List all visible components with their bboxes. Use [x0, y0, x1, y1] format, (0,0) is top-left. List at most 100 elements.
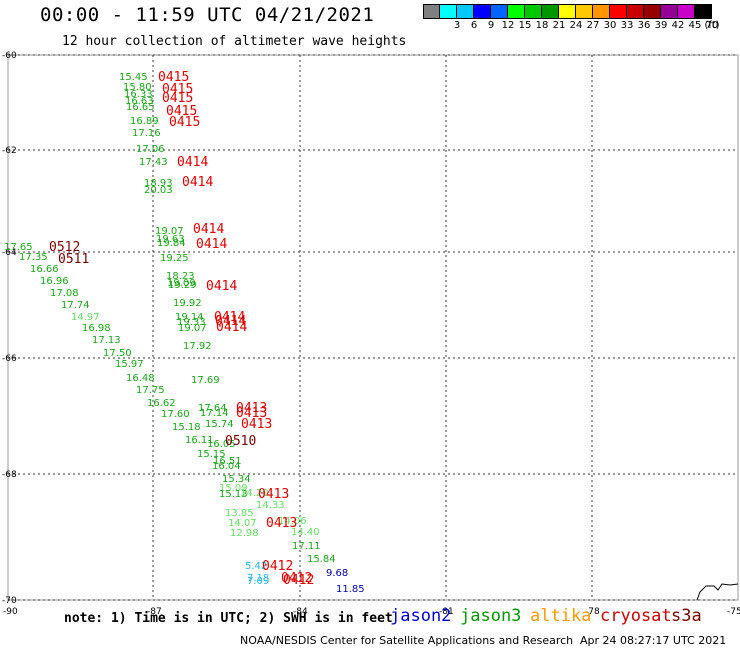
wave-height-label: 7.09	[247, 576, 269, 587]
map-frame	[7, 54, 739, 601]
legend-unit: (ft)	[704, 20, 720, 31]
wave-height-label: 16.66	[30, 264, 59, 275]
legend-value-label: 9	[487, 20, 495, 31]
wave-height-label: 17.50	[103, 348, 132, 359]
legend-swatch	[695, 4, 712, 19]
legend-swatch	[457, 4, 474, 19]
overpass-time-label: 0412	[262, 559, 293, 574]
legend-swatch	[542, 4, 559, 19]
overpass-time-label: 0414	[196, 237, 227, 252]
map-title: 00:00 - 11:59 UTC 04/21/2021	[40, 4, 375, 26]
overpass-time-label: 0415	[166, 104, 197, 119]
legend-swatch	[440, 4, 457, 19]
wave-height-label: 17.92	[183, 341, 212, 352]
color-scale-labels: 3 6 9 12 15 18 21 24 27 30 33 36 39 42 45 70 (ft)	[423, 20, 740, 34]
wave-height-label: 17.11	[292, 541, 321, 552]
wave-height-label: 17.64	[198, 403, 227, 414]
legend-value-label: 42	[671, 20, 685, 31]
coastline	[696, 583, 739, 601]
map-subtitle: 12 hour collection of altimeter wave hei…	[62, 34, 407, 49]
legend-value-label: 18	[535, 20, 549, 31]
legend-swatch	[593, 4, 610, 19]
wave-height-label: 15.45	[119, 72, 148, 83]
longitude-label: -75	[727, 607, 740, 617]
wave-height-label: 16.51	[213, 456, 242, 467]
legend-value-label: 24	[569, 20, 583, 31]
wave-height-label: 14.07	[228, 518, 257, 529]
wave-height-label: 16.11	[185, 435, 214, 446]
wave-height-label: 11.85	[336, 584, 365, 595]
legend-swatch	[491, 4, 508, 19]
overpass-time-label: 0412	[283, 573, 314, 588]
wave-height-label: 17.69	[191, 375, 220, 386]
legend-swatch	[559, 4, 576, 19]
wave-height-label: 15.18	[172, 422, 201, 433]
overpass-time-label: 0415	[158, 70, 189, 85]
overpass-time-label: 0414	[206, 279, 237, 294]
wave-height-label: 18.93	[144, 178, 173, 189]
wave-height-label: 17.65	[4, 242, 33, 253]
wave-height-label: 15.13	[219, 489, 248, 500]
overpass-time-label: 0415	[169, 115, 200, 130]
wave-height-label: 16.05	[207, 439, 236, 450]
latitude-label: -60	[2, 51, 17, 61]
satellite-name-cryosat: cryosat	[600, 606, 672, 626]
legend-value-label: 70	[705, 20, 719, 31]
satellite-name-altika: altika	[530, 606, 592, 626]
longitude-label: -81	[439, 607, 454, 617]
wave-height-label: 19.29	[168, 280, 197, 291]
wave-height-label: 15.09	[219, 483, 248, 494]
longitude-label: -90	[3, 607, 18, 617]
wave-height-label: 17.06	[136, 144, 165, 155]
wave-height-label: 19.09	[167, 278, 196, 289]
overpass-time-label: 0414	[182, 175, 213, 190]
wave-height-label: 15.34	[222, 474, 251, 485]
legend-swatch	[678, 4, 695, 19]
overpass-time-label: 0510	[225, 434, 256, 449]
legend-swatch	[525, 4, 542, 19]
overpass-time-label: 0511	[58, 252, 89, 267]
wave-height-label: 15.84	[307, 554, 336, 565]
legend-swatch	[474, 4, 491, 19]
latitude-label: -66	[2, 354, 17, 364]
overpass-time-label: 0414	[214, 310, 245, 325]
credit-text: NOAA/NESDIS Center for Satellite Applica…	[240, 634, 574, 647]
legend-swatch	[508, 4, 525, 19]
legend-swatch	[576, 4, 593, 19]
overpass-time-label: 0413	[258, 487, 289, 502]
legend-value-label: 6	[470, 20, 478, 31]
wave-height-label: 18.23	[166, 271, 195, 282]
legend-value-label: 36	[637, 20, 651, 31]
overpass-time-label: 0413	[236, 401, 267, 416]
generated-timestamp: Apr 24 08:27:17 UTC 2021	[580, 634, 727, 647]
footer-note: note: 1) Time is in UTC; 2) SWH is in fe…	[64, 611, 393, 626]
wave-height-label: 17.35	[19, 252, 48, 263]
wave-height-label: 17.13	[92, 335, 121, 346]
satellite-name-s3a: s3a	[671, 606, 702, 626]
overpass-time-label: 0415	[162, 82, 193, 97]
latitude-label: -70	[2, 596, 17, 606]
wave-height-label: 16.98	[82, 323, 111, 334]
wave-height-label: 17.16	[132, 128, 161, 139]
wave-height-label: 17.60	[161, 409, 190, 420]
wave-height-label: 16.65	[126, 102, 155, 113]
wave-height-label: 16.04	[212, 461, 241, 472]
wave-height-label: 17.43	[139, 157, 168, 168]
legend-value-label: 15	[518, 20, 532, 31]
wave-height-label: 16.62	[147, 398, 176, 409]
overpass-time-label: 0412	[281, 571, 312, 586]
latitude-label: -68	[2, 470, 17, 480]
legend-value-label: 3	[453, 20, 461, 31]
overpass-time-label: 0414	[177, 155, 208, 170]
legend-swatch	[644, 4, 661, 19]
wave-height-label: 19.25	[160, 253, 189, 264]
wave-height-label: 7.18	[247, 573, 269, 584]
legend-swatch	[627, 4, 644, 19]
wave-height-label: 13.85	[225, 508, 254, 519]
wave-height-label: 12.98	[230, 528, 259, 539]
overpass-time-label: 0512	[49, 240, 80, 255]
wave-height-label: 16.89	[130, 116, 159, 127]
wave-height-label: 19.33	[177, 317, 206, 328]
